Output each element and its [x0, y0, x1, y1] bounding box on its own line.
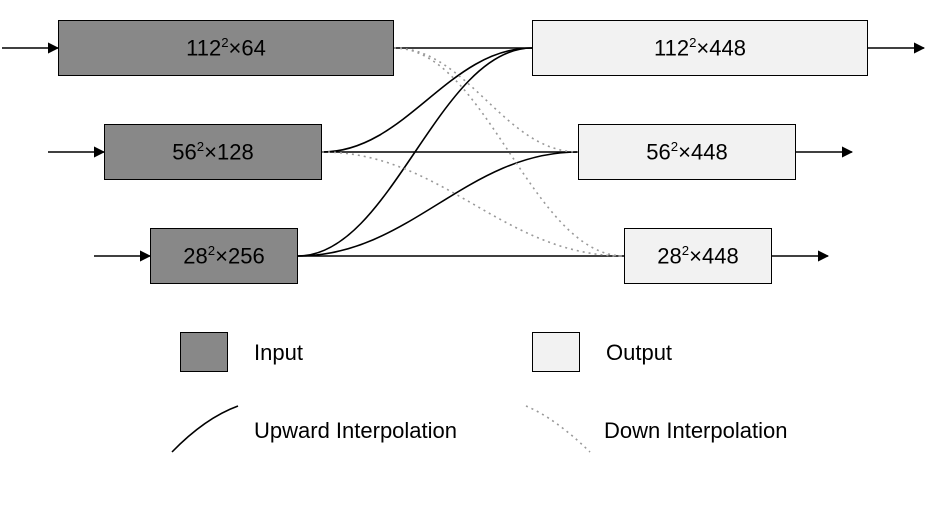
- output-box-2-label: 282×448: [657, 243, 738, 269]
- legend-input-label: Input: [254, 340, 303, 366]
- output-box-1-label: 562×448: [646, 139, 727, 165]
- legend-input-swatch: [180, 332, 228, 372]
- legend-output-swatch: [532, 332, 580, 372]
- legend-down-label: Down Interpolation: [604, 418, 787, 444]
- input-box-0-label: 1122×64: [186, 35, 266, 61]
- input-box-1-label: 562×128: [172, 139, 253, 165]
- output-box-2: 282×448: [624, 228, 772, 284]
- input-box-2-label: 282×256: [183, 243, 264, 269]
- output-box-0-label: 1122×448: [654, 35, 746, 61]
- output-box-0: 1122×448: [532, 20, 868, 76]
- input-box-0: 1122×64: [58, 20, 394, 76]
- legend-output-label: Output: [606, 340, 672, 366]
- output-box-1: 562×448: [578, 124, 796, 180]
- legend-upward-label: Upward Interpolation: [254, 418, 457, 444]
- input-box-2: 282×256: [150, 228, 298, 284]
- input-box-1: 562×128: [104, 124, 322, 180]
